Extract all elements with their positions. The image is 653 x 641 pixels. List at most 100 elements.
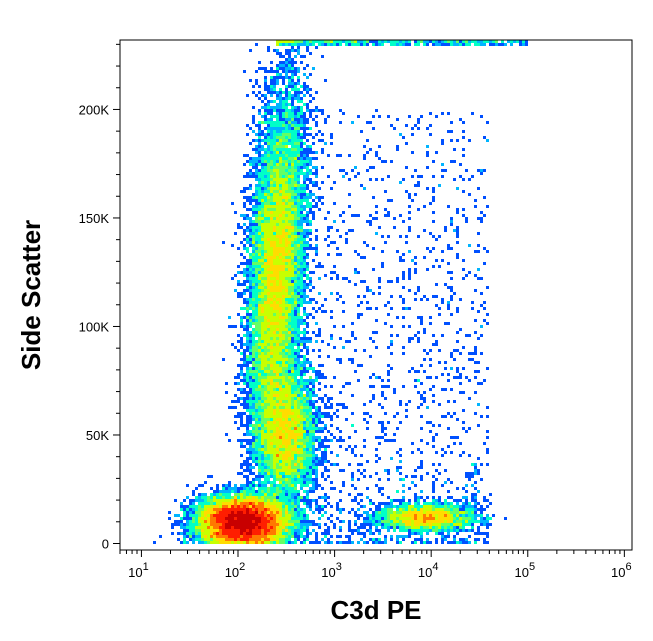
- data-point: [414, 298, 417, 301]
- data-point: [405, 514, 408, 517]
- data-point: [375, 454, 378, 457]
- data-point: [474, 508, 477, 511]
- data-point: [285, 388, 288, 391]
- data-point: [321, 40, 324, 43]
- data-point: [189, 517, 192, 520]
- data-point: [261, 442, 264, 445]
- data-point: [342, 439, 345, 442]
- data-point: [288, 385, 291, 388]
- data-point: [249, 490, 252, 493]
- data-point: [297, 367, 300, 370]
- data-point: [297, 385, 300, 388]
- data-point: [390, 307, 393, 310]
- data-point: [285, 271, 288, 274]
- data-point: [267, 166, 270, 169]
- data-point: [297, 319, 300, 322]
- data-point: [279, 304, 282, 307]
- data-point: [249, 322, 252, 325]
- data-point: [270, 115, 273, 118]
- data-point: [327, 229, 330, 232]
- data-point: [288, 157, 291, 160]
- data-point: [249, 499, 252, 502]
- data-point: [405, 40, 408, 43]
- data-point: [294, 181, 297, 184]
- data-point: [384, 469, 387, 472]
- data-point: [351, 412, 354, 415]
- data-point: [429, 124, 432, 127]
- data-point: [387, 385, 390, 388]
- data-point: [261, 289, 264, 292]
- data-point: [255, 499, 258, 502]
- data-point: [327, 235, 330, 238]
- data-point: [306, 478, 309, 481]
- data-point: [288, 118, 291, 121]
- data-point: [255, 235, 258, 238]
- data-point: [273, 148, 276, 151]
- data-point: [267, 406, 270, 409]
- data-point: [390, 334, 393, 337]
- data-point: [396, 499, 399, 502]
- data-point: [300, 187, 303, 190]
- data-point: [288, 160, 291, 163]
- data-point: [339, 43, 342, 46]
- data-point: [456, 253, 459, 256]
- data-point: [303, 484, 306, 487]
- data-point: [258, 400, 261, 403]
- data-point: [255, 256, 258, 259]
- data-point: [297, 307, 300, 310]
- data-point: [303, 154, 306, 157]
- data-point: [315, 106, 318, 109]
- data-point: [309, 376, 312, 379]
- data-point: [243, 316, 246, 319]
- data-point: [279, 442, 282, 445]
- data-point: [195, 514, 198, 517]
- data-point: [267, 382, 270, 385]
- data-point: [408, 505, 411, 508]
- data-point: [267, 337, 270, 340]
- data-point: [258, 361, 261, 364]
- data-point: [285, 406, 288, 409]
- data-point: [264, 169, 267, 172]
- data-point: [291, 289, 294, 292]
- data-point: [312, 484, 315, 487]
- data-point: [486, 514, 489, 517]
- data-point: [456, 514, 459, 517]
- data-point: [285, 175, 288, 178]
- data-point: [255, 502, 258, 505]
- data-point: [255, 331, 258, 334]
- data-point: [273, 400, 276, 403]
- data-point: [447, 271, 450, 274]
- data-point: [210, 511, 213, 514]
- data-point: [264, 76, 267, 79]
- data-point: [273, 145, 276, 148]
- data-point: [252, 367, 255, 370]
- data-point: [285, 154, 288, 157]
- data-point: [267, 172, 270, 175]
- data-point: [270, 520, 273, 523]
- data-point: [243, 463, 246, 466]
- data-point: [255, 238, 258, 241]
- data-point: [321, 460, 324, 463]
- data-point: [294, 130, 297, 133]
- data-point: [270, 85, 273, 88]
- data-point: [426, 406, 429, 409]
- data-point: [411, 259, 414, 262]
- data-point: [303, 196, 306, 199]
- data-point: [402, 520, 405, 523]
- data-point: [270, 424, 273, 427]
- data-point: [291, 100, 294, 103]
- data-point: [261, 340, 264, 343]
- data-point: [261, 241, 264, 244]
- data-point: [264, 340, 267, 343]
- data-point: [270, 202, 273, 205]
- data-point: [276, 223, 279, 226]
- data-point: [417, 127, 420, 130]
- data-point: [282, 229, 285, 232]
- data-point: [426, 505, 429, 508]
- data-point: [291, 205, 294, 208]
- data-point: [354, 445, 357, 448]
- data-point: [258, 304, 261, 307]
- data-point: [282, 373, 285, 376]
- data-point: [345, 418, 348, 421]
- data-point: [381, 508, 384, 511]
